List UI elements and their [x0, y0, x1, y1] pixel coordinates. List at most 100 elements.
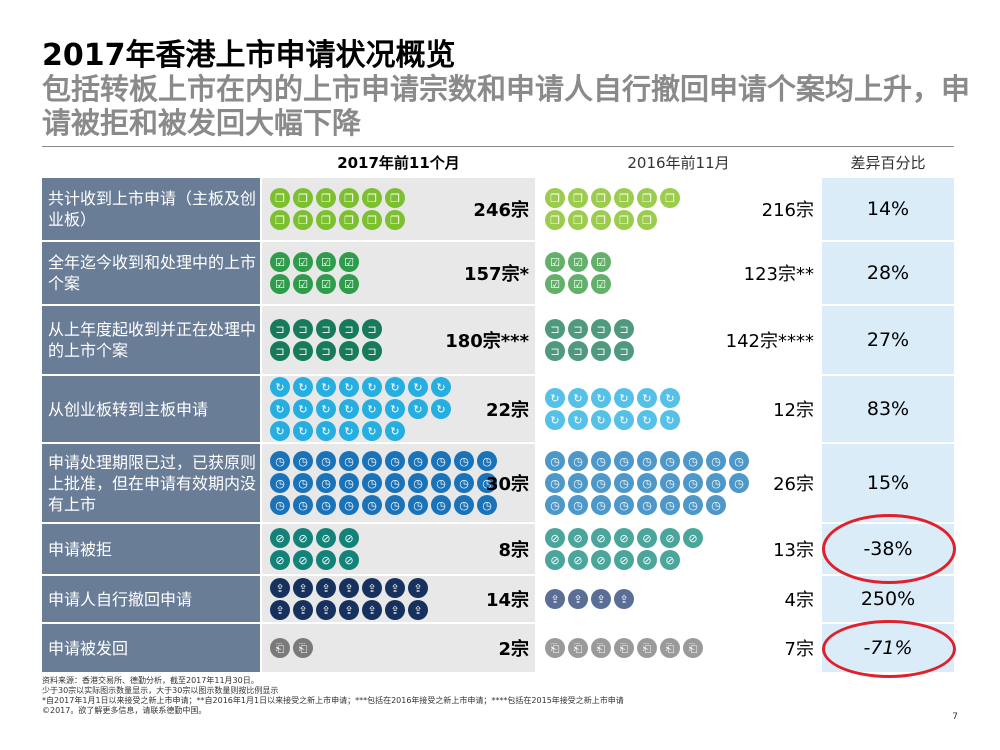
- checkbox-icon: ☑: [591, 252, 611, 272]
- prohibited-icon: ⊘: [591, 528, 611, 548]
- count-2017: 8宗: [498, 540, 529, 561]
- row-label: 申请被拒: [42, 524, 260, 574]
- icon-group-2016: ↻ ↻ ↻ ↻ ↻ ↻ ↻ ↻ ↻ ↻ ↻ ↻: [545, 388, 683, 430]
- count-2017: 2宗: [498, 639, 529, 660]
- slide-title: 2017年香港上市申请状况概览: [42, 38, 456, 73]
- withdraw-icon: ⇪: [339, 600, 359, 620]
- inbox-icon: ⊐: [362, 319, 382, 339]
- cell-2016: ❐ ❐ ❐ ❐ ❐ ❐ ❐ ❐ ❐ ❐ ❐ 216宗: [537, 178, 820, 240]
- clock-icon: ◷: [637, 495, 657, 515]
- cell-2017: ⊐ ⊐ ⊐ ⊐ ⊐ ⊐ ⊐ ⊐ ⊐ ⊐ 180宗***: [262, 306, 535, 374]
- clock-icon: ◷: [316, 451, 336, 471]
- transfer-icon: ↻: [614, 410, 634, 430]
- transfer-icon: ↻: [431, 399, 451, 419]
- transfer-icon: ↻: [293, 377, 313, 397]
- withdraw-icon: ⇪: [316, 600, 336, 620]
- row-label: 从上年度起收到并正在处理中的上市个案: [42, 306, 260, 374]
- clock-icon: ◷: [293, 473, 313, 493]
- withdraw-icon: ⇪: [614, 589, 634, 609]
- prohibited-icon: ⊘: [545, 550, 565, 570]
- transfer-icon: ↻: [408, 377, 428, 397]
- checkbox-icon: ☑: [293, 274, 313, 294]
- transfer-icon: ↻: [270, 399, 290, 419]
- prohibited-icon: ⊘: [614, 528, 634, 548]
- table-row: 申请处理期限已过，已获原则上批准，但在申请有效期内没有上市 ◷ ◷ ◷ ◷ ◷ ◷ ◷ ◷ ◷ ◷ ◷…: [42, 444, 954, 522]
- diff-percentage: 28%: [822, 242, 954, 304]
- clock-icon: ◷: [706, 495, 726, 515]
- checkbox-icon: ☑: [293, 252, 313, 272]
- withdraw-icon: ⇪: [385, 600, 405, 620]
- inbox-icon: ⊐: [270, 319, 290, 339]
- count-2016: 123宗**: [743, 264, 814, 285]
- icon-group-2016: ❐ ❐ ❐ ❐ ❐ ❐ ❐ ❐ ❐ ❐ ❐: [545, 188, 683, 230]
- icon-group-2017: ⊘ ⊘ ⊘ ⊘ ⊘ ⊘ ⊘ ⊘: [270, 528, 362, 570]
- icon-group-2016: ⎗ ⎗ ⎗ ⎗ ⎗ ⎗ ⎗: [545, 638, 706, 658]
- inbox-icon: ⊐: [270, 341, 290, 361]
- document-icon: ❐: [637, 188, 657, 208]
- clock-icon: ◷: [385, 473, 405, 493]
- row-label: 全年迄今收到和处理中的上市个案: [42, 242, 260, 304]
- clock-icon: ◷: [545, 451, 565, 471]
- icon-group-2017: ⇪ ⇪ ⇪ ⇪ ⇪ ⇪ ⇪ ⇪ ⇪ ⇪ ⇪ ⇪ ⇪ ⇪: [270, 578, 431, 620]
- diff-percentage: 14%: [822, 178, 954, 240]
- inbox-icon: ⊐: [545, 341, 565, 361]
- document-icon: ❐: [545, 188, 565, 208]
- cell-2017: ☑ ☑ ☑ ☑ ☑ ☑ ☑ ☑ 157宗*: [262, 242, 535, 304]
- withdraw-icon: ⇪: [339, 578, 359, 598]
- transfer-icon: ↻: [385, 399, 405, 419]
- clock-icon: ◷: [270, 451, 290, 471]
- row-label: 共计收到上市申请（主板及创业板）: [42, 178, 260, 240]
- row-label: 申请人自行撤回申请: [42, 576, 260, 622]
- checkbox-icon: ☑: [545, 274, 565, 294]
- inbox-icon: ⊐: [591, 319, 611, 339]
- checkbox-icon: ☑: [270, 274, 290, 294]
- transfer-icon: ↻: [660, 410, 680, 430]
- clock-icon: ◷: [339, 495, 359, 515]
- transfer-icon: ↻: [385, 421, 405, 441]
- icon-group-2017: ↻ ↻ ↻ ↻ ↻ ↻ ↻ ↻ ↻ ↻ ↻ ↻ ↻ ↻ ↻ ↻ ↻ ↻ ↻ ↻ ↻ ↻: [270, 377, 454, 441]
- return-icon: ⎗: [614, 638, 634, 658]
- cell-2017: ❐ ❐ ❐ ❐ ❐ ❐ ❐ ❐ ❐ ❐ ❐ ❐ 246宗: [262, 178, 535, 240]
- footnote-scale: 少于30宗以实际图示数量显示，大于30宗以图示数量则按比例显示: [42, 686, 279, 695]
- checkbox-icon: ☑: [316, 252, 336, 272]
- document-icon: ❐: [591, 210, 611, 230]
- clock-icon: ◷: [614, 473, 634, 493]
- slide-subtitle: 包括转板上市在内的上市申请宗数和申请人自行撤回申请个案均上升，申请被拒和被发回大…: [42, 72, 971, 140]
- document-icon: ❐: [385, 188, 405, 208]
- document-icon: ❐: [362, 188, 382, 208]
- cell-2017: ⇪ ⇪ ⇪ ⇪ ⇪ ⇪ ⇪ ⇪ ⇪ ⇪ ⇪ ⇪ ⇪ ⇪ 14宗: [262, 576, 535, 622]
- footnotes: 资料来源：香港交易所、德勤分析，截至2017年11月30日。 少于30宗以实际图…: [42, 676, 942, 716]
- clock-icon: ◷: [729, 451, 749, 471]
- document-icon: ❐: [270, 188, 290, 208]
- prohibited-icon: ⊘: [660, 528, 680, 548]
- prohibited-icon: ⊘: [591, 550, 611, 570]
- header-rule: [42, 146, 954, 147]
- checkbox-icon: ☑: [270, 252, 290, 272]
- transfer-icon: ↻: [339, 421, 359, 441]
- icon-group-2017: ⊐ ⊐ ⊐ ⊐ ⊐ ⊐ ⊐ ⊐ ⊐ ⊐: [270, 319, 385, 361]
- cell-2017: ⊘ ⊘ ⊘ ⊘ ⊘ ⊘ ⊘ ⊘ 8宗: [262, 524, 535, 574]
- withdraw-icon: ⇪: [270, 578, 290, 598]
- transfer-icon: ↻: [568, 388, 588, 408]
- clock-icon: ◷: [660, 473, 680, 493]
- icon-group-2016: ⊐ ⊐ ⊐ ⊐ ⊐ ⊐ ⊐ ⊐: [545, 319, 637, 361]
- inbox-icon: ⊐: [339, 319, 359, 339]
- count-2017: 30宗: [485, 474, 529, 495]
- return-icon: ⎗: [683, 638, 703, 658]
- row-label: 申请被发回: [42, 624, 260, 672]
- document-icon: ❐: [568, 188, 588, 208]
- return-icon: ⎗: [293, 638, 313, 658]
- count-2017: 246宗: [473, 200, 529, 221]
- withdraw-icon: ⇪: [545, 589, 565, 609]
- clock-icon: ◷: [362, 451, 382, 471]
- withdraw-icon: ⇪: [293, 600, 313, 620]
- transfer-icon: ↻: [339, 399, 359, 419]
- clock-icon: ◷: [637, 451, 657, 471]
- checkbox-icon: ☑: [591, 274, 611, 294]
- clock-icon: ◷: [614, 495, 634, 515]
- document-icon: ❐: [339, 188, 359, 208]
- document-icon: ❐: [316, 210, 336, 230]
- withdraw-icon: ⇪: [316, 578, 336, 598]
- cell-2016: ⊘ ⊘ ⊘ ⊘ ⊘ ⊘ ⊘ ⊘ ⊘ ⊘ ⊘ ⊘ ⊘ 13宗: [537, 524, 820, 574]
- clock-icon: ◷: [385, 451, 405, 471]
